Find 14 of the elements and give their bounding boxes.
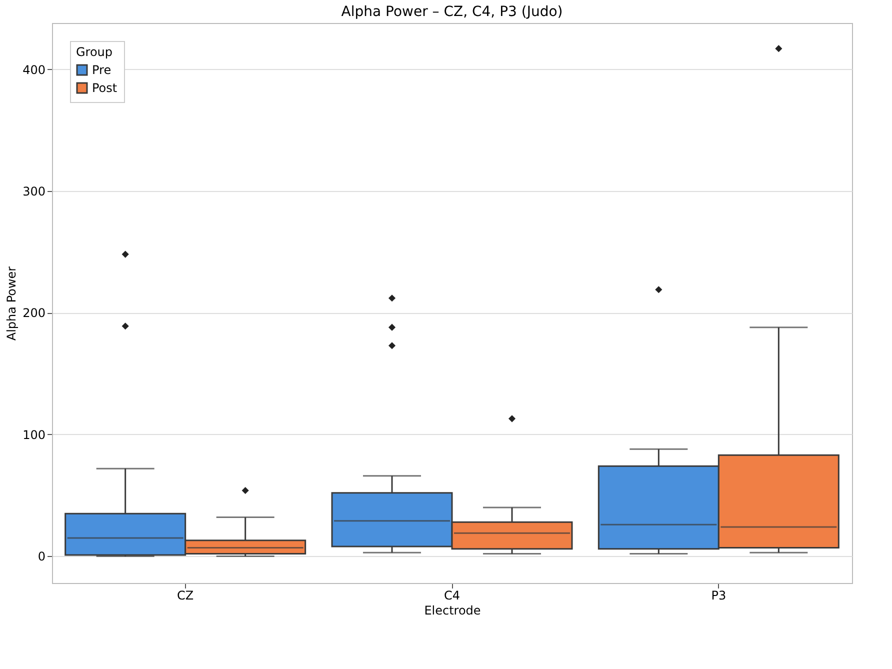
x-tick-label: C4 [444,588,460,602]
x-tick-label: CZ [177,588,194,602]
chart-title: Alpha Power – CZ, C4, P3 (Judo) [341,4,563,20]
y-tick-label: 400 [22,62,46,77]
y-tick-label: 300 [22,184,46,198]
y-tick-label: 0 [38,550,46,564]
x-axis-title: Electrode [424,604,481,618]
y-tick-label: 200 [22,306,46,320]
legend-label: Post [92,81,118,95]
y-axis-title: Alpha Power [4,266,19,341]
legend-label: Pre [92,63,112,77]
y-tick-label: 100 [22,428,46,442]
legend-title: Group [76,45,113,59]
x-tick-label: P3 [711,588,726,602]
